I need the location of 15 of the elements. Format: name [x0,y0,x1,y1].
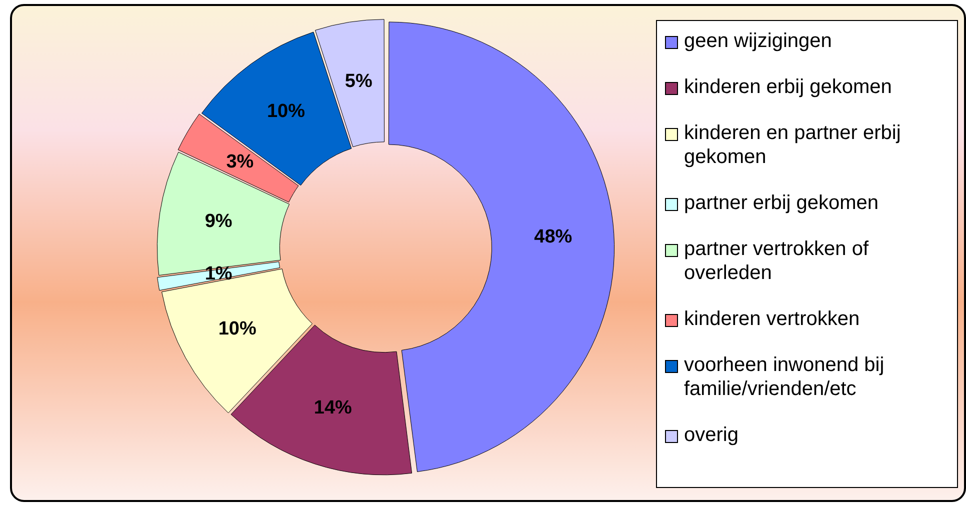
data-label: 5% [344,70,372,92]
legend-label: partner vertrokken of overleden [684,237,870,285]
data-label: 3% [226,151,254,172]
data-label: 9% [204,210,232,232]
legend-label: kinderen en partner erbij gekomen [684,121,902,169]
data-label: 48% [534,226,572,248]
legend-label: partner erbij gekomen [684,191,879,215]
legend-label: overig [684,423,738,447]
legend-label: geen wijzigingen [684,29,832,53]
legend-label: voorheen inwonend bij familie/vrienden/etc [684,353,886,401]
data-label: 10% [218,318,256,340]
data-label: 14% [314,397,352,418]
legend-label: kinderen erbij gekomen [684,75,892,99]
legend-label: kinderen vertrokken [684,307,860,331]
data-label: 10% [266,100,306,122]
